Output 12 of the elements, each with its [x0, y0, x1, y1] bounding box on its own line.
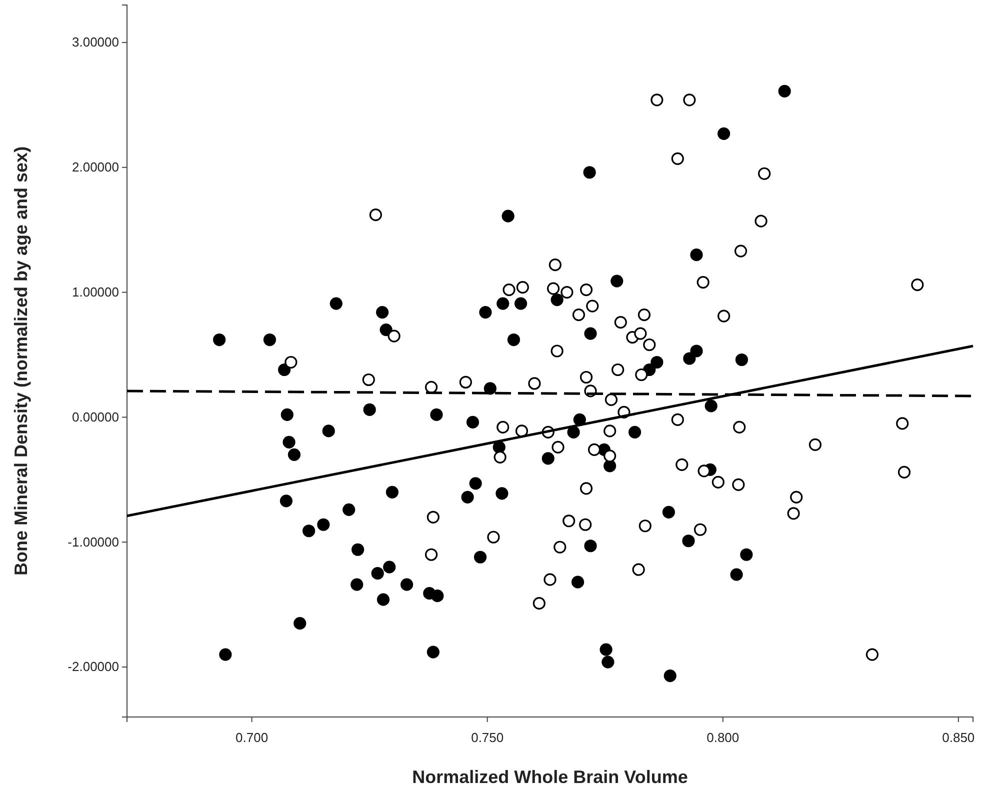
y-tick-label: -1.00000 — [68, 534, 119, 550]
x-tick-label: 0.850 — [942, 730, 975, 745]
y-tick-label: 0.00000 — [72, 409, 119, 424]
y-axis-title: Bone Mineral Density (normalized by age and sex) — [11, 146, 31, 576]
x-tick-label: 0.750 — [471, 730, 504, 745]
x-tick-label: 0.800 — [706, 730, 740, 745]
y-tick-label: -2.00000 — [68, 659, 119, 674]
y-tick-label: 1.00000 — [72, 284, 119, 300]
x-tick-label: 0.700 — [236, 730, 268, 745]
y-tick-label: 2.00000 — [72, 160, 119, 175]
x-axis-title: Normalized Whole Brain Volume — [412, 767, 688, 787]
y-tick-label: 3.00000 — [72, 34, 119, 50]
